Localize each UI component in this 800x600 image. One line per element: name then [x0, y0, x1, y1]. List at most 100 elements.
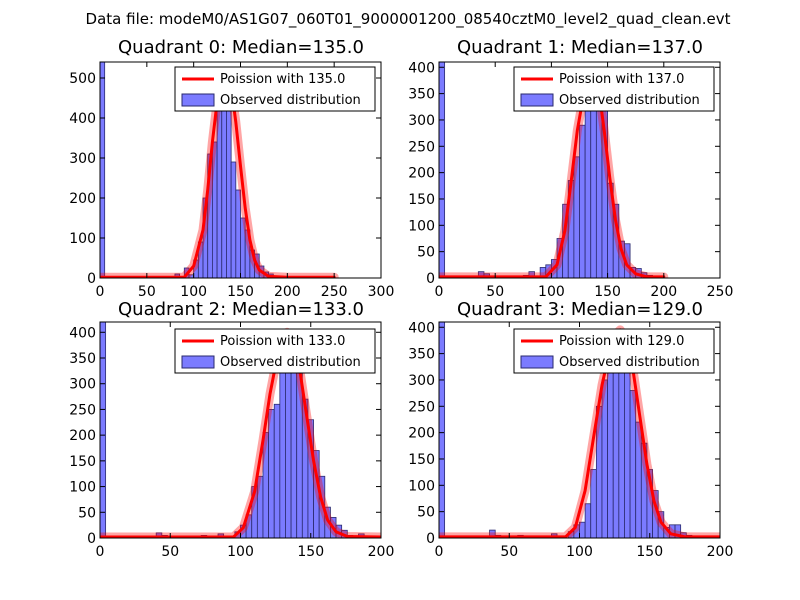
legend-observed-swatch: [181, 93, 215, 107]
figure-suptitle: Data file: modeM0/AS1G07_060T01_90000012…: [86, 10, 731, 29]
panel-title-quadrant-3: Quadrant 3: Median=129.0: [457, 299, 703, 320]
x-tick-label: 100: [227, 544, 254, 560]
x-tick-label: 150: [297, 544, 324, 560]
x-tick-label: 100: [566, 544, 593, 560]
x-tick-label: 200: [707, 544, 734, 560]
y-tick-label: 200: [408, 426, 435, 442]
x-tick-label: 100: [180, 284, 207, 300]
legend-poisson-label: Poission with 135.0: [220, 72, 345, 87]
histogram-bar: [235, 189, 241, 278]
x-tick-label: 0: [435, 284, 444, 300]
x-tick-label: 50: [138, 284, 156, 300]
y-tick-label: 200: [408, 166, 435, 182]
y-tick-label: 300: [69, 151, 96, 167]
panel-quadrant-1: Quadrant 1: Median=137.0 0 50 100 150 200 250…: [408, 37, 733, 300]
y-tick-label: 500: [69, 71, 96, 87]
y-tick-label: 200: [69, 428, 96, 444]
histogram-bar: [268, 409, 275, 538]
panel-quadrant-0: Quadrant 0: Median=135.0 0 50 100 150 200 250…: [69, 37, 394, 300]
legend-observed-label: Observed distribution: [559, 355, 700, 370]
y-tick-label: 150: [69, 454, 96, 470]
x-tick-label: 100: [538, 284, 565, 300]
x-tick-label: 200: [368, 544, 395, 560]
y-tick-label: 400: [408, 60, 435, 76]
panel-quadrant-2: Quadrant 2: Median=133.0 0 50 100 150 200 0 50…: [69, 299, 394, 560]
x-tick-label: 300: [368, 284, 395, 300]
x-tick-label: 250: [321, 284, 348, 300]
legend-quadrant-1: Poission with 137.0 Observed distributio…: [513, 66, 715, 112]
panel-quadrant-3: Quadrant 3: Median=129.0 0 50 100 150 200 0 50…: [408, 299, 733, 560]
y-tick-label: 50: [417, 245, 435, 261]
legend-quadrant-3: Poission with 129.0 Observed distributio…: [513, 328, 715, 374]
histogram-bar: [273, 403, 281, 538]
y-tick-label: 0: [87, 271, 96, 287]
histogram-bar: [230, 161, 237, 278]
y-tick-label: 250: [408, 139, 435, 155]
legend-observed-swatch: [520, 93, 554, 107]
x-tick-label: 200: [274, 284, 301, 300]
histogram-bar: [590, 469, 597, 538]
y-tick-label: 350: [69, 351, 96, 367]
x-tick-label: 0: [435, 544, 444, 560]
x-tick-label: 0: [96, 284, 105, 300]
legend-poisson-label: Poission with 133.0: [220, 334, 345, 349]
x-tick-label: 50: [500, 544, 518, 560]
axes-frame: [438, 61, 721, 279]
y-tick-label: 250: [408, 399, 435, 415]
y-tick-label: 100: [69, 231, 96, 247]
y-tick-label: 200: [69, 191, 96, 207]
legend-observed-label: Observed distribution: [220, 355, 361, 370]
histogram-bar: [100, 322, 107, 538]
y-tick-label: 100: [69, 480, 96, 496]
legend-poisson-label: Poission with 129.0: [559, 334, 684, 349]
y-tick-label: 0: [426, 271, 435, 287]
histogram-bar: [439, 322, 446, 538]
legend-observed-label: Observed distribution: [220, 93, 361, 108]
y-tick-label: 150: [408, 452, 435, 468]
y-tick-label: 300: [408, 113, 435, 129]
y-tick-label: 350: [408, 347, 435, 363]
histogram-bar: [584, 109, 592, 278]
y-tick-label: 0: [87, 531, 96, 547]
x-tick-label: 250: [707, 284, 734, 300]
histogram-bar: [579, 124, 586, 278]
histogram-bar: [584, 503, 592, 538]
histogram-bar: [100, 62, 106, 278]
panel-title-quadrant-1: Quadrant 1: Median=137.0: [457, 37, 703, 58]
x-tick-label: 200: [650, 284, 677, 300]
x-tick-label: 50: [161, 544, 179, 560]
y-tick-label: 300: [408, 373, 435, 389]
histogram-bar: [624, 353, 631, 538]
histogram-bar: [439, 62, 446, 278]
x-tick-label: 150: [636, 544, 663, 560]
histogram-bar: [290, 347, 298, 538]
x-tick-label: 150: [227, 284, 254, 300]
y-tick-label: 100: [408, 218, 435, 234]
x-tick-label: 0: [96, 544, 105, 560]
legend-quadrant-2: Poission with 133.0 Observed distributio…: [174, 328, 376, 374]
legend-observed-swatch: [181, 355, 215, 369]
histogram-bar: [226, 109, 232, 278]
y-tick-label: 50: [78, 505, 96, 521]
y-tick-label: 350: [408, 87, 435, 103]
x-tick-label: 150: [594, 284, 621, 300]
histogram-bar: [221, 93, 227, 278]
y-tick-label: 100: [408, 478, 435, 494]
y-tick-label: 0: [426, 531, 435, 547]
y-tick-label: 300: [69, 377, 96, 393]
legend-observed-label: Observed distribution: [559, 93, 700, 108]
y-tick-label: 400: [69, 111, 96, 127]
legend-observed-swatch: [520, 355, 554, 369]
histogram-bar: [674, 524, 682, 538]
histogram-bar: [279, 362, 286, 538]
y-tick-label: 400: [408, 320, 435, 336]
y-tick-label: 250: [69, 402, 96, 418]
y-tick-label: 400: [69, 325, 96, 341]
panel-title-quadrant-2: Quadrant 2: Median=133.0: [118, 299, 364, 320]
panel-title-quadrant-0: Quadrant 0: Median=135.0: [118, 37, 364, 58]
histogram-bar: [607, 363, 614, 538]
histogram-bar: [612, 347, 620, 538]
y-tick-label: 150: [408, 192, 435, 208]
legend-poisson-label: Poission with 137.0: [559, 72, 684, 87]
